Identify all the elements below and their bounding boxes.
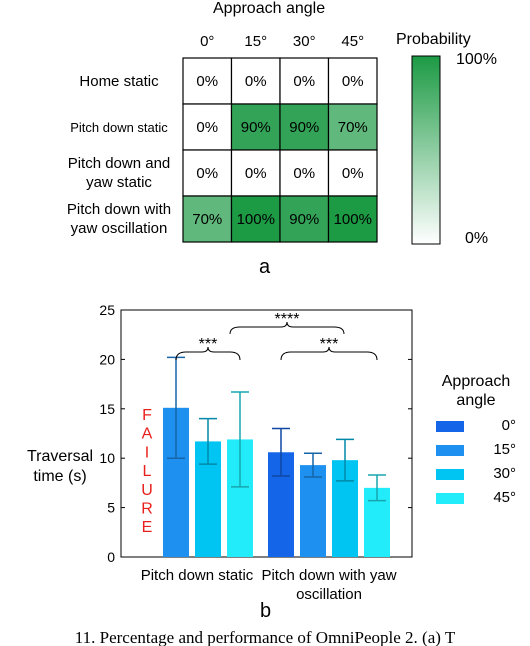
heatmap-row-label: Pitch down and yaw static	[67, 155, 171, 191]
y-axis-label: time (s)	[33, 468, 86, 485]
heatmap-cell-label: 70%	[338, 119, 368, 136]
heatmap-col-label: 15°	[244, 33, 268, 50]
failure-label-letter: A	[142, 426, 153, 443]
heatmap-cell	[327, 149, 378, 197]
y-tick-label: 0	[107, 549, 115, 565]
heatmap-cell-label: 90%	[241, 119, 271, 136]
y-tick-label: 25	[99, 302, 115, 318]
heatmap-cell	[230, 57, 281, 105]
x-category-label: Pitch down static	[141, 567, 254, 584]
heatmap-cell-label: 0%	[342, 165, 364, 182]
heatmap-cell	[230, 103, 281, 151]
legend-label: 15°	[493, 441, 516, 458]
heatmap-column-header: Approach angle	[213, 0, 326, 17]
y-tick-label: 20	[99, 351, 115, 367]
legend-label: 0°	[501, 417, 516, 434]
heatmap-cell-label: 100%	[334, 211, 372, 228]
colorbar-max-label: 100%	[456, 51, 497, 68]
heatmap-cell-label: 90%	[289, 211, 319, 228]
heatmap-cell	[182, 195, 233, 243]
x-category-label: oscillation	[296, 586, 362, 603]
heatmap-cell	[279, 57, 330, 105]
failure-label-letter: E	[142, 519, 153, 536]
y-axis-label: Traversal	[27, 448, 93, 465]
figure-caption: 11. Percentage and performance of OmniPe…	[74, 630, 456, 646]
heatmap-cell	[279, 149, 330, 197]
legend-label: 30°	[493, 465, 516, 482]
panel-label-a: a	[259, 256, 271, 278]
panel-label-b: b	[260, 600, 272, 622]
legend-label: 45°	[493, 489, 516, 506]
heatmap-row-label: Pitch down static	[70, 119, 168, 135]
significance-bracket	[175, 346, 241, 361]
heatmap-cell-label: 90%	[289, 119, 319, 136]
failure-label-letter: U	[141, 482, 153, 499]
heatmap-cell	[279, 103, 330, 151]
heatmap-col-label: 30°	[292, 33, 316, 50]
bar	[300, 465, 326, 557]
heatmap-cell-label: 0%	[245, 73, 267, 90]
heatmap-cell	[327, 195, 378, 243]
failure-label-letter: F	[142, 407, 152, 424]
heatmap-row-label: Pitch down with yaw oscillation	[66, 201, 172, 237]
failure-label-letter: I	[145, 444, 149, 461]
significance-bracket	[280, 346, 378, 361]
significance-label: ***	[199, 336, 218, 353]
heatmap-cell	[327, 57, 378, 105]
legend-swatch	[436, 469, 464, 480]
heatmap-cell-label: 0%	[342, 73, 364, 90]
heatmap-cell	[230, 195, 281, 243]
plot-area	[120, 309, 413, 558]
heatmap-cell-label: 70%	[192, 211, 222, 228]
heatmap-cell	[182, 149, 233, 197]
heatmap-cell-label: 0%	[245, 165, 267, 182]
significance-label: ***	[320, 336, 339, 353]
colorbar-min-label: 0%	[465, 230, 489, 247]
legend-title: Approach angle	[441, 373, 511, 409]
x-category-label: Pitch down with yaw	[261, 567, 396, 584]
heatmap-cell-label: 100%	[237, 211, 275, 228]
legend-swatch	[436, 421, 464, 432]
heatmap-cell-label: 0%	[293, 165, 315, 182]
significance-bracket	[229, 321, 345, 335]
legend-swatch	[436, 493, 464, 504]
failure-label-letter: R	[141, 501, 153, 518]
heatmap-cell	[230, 149, 281, 197]
failure-label-letter: L	[143, 463, 152, 480]
colorbar-title: Probability	[396, 31, 471, 48]
legend-swatch	[436, 445, 464, 456]
heatmap-cell	[279, 195, 330, 243]
heatmap-cell-label: 0%	[196, 73, 218, 90]
heatmap-cell-label: 0%	[196, 119, 218, 136]
y-tick-label: 15	[99, 401, 115, 417]
colorbar	[411, 55, 441, 245]
heatmap-cell-label: 0%	[196, 165, 218, 182]
heatmap-row-label: Home static	[79, 72, 159, 90]
heatmap-cell	[327, 103, 378, 151]
y-tick-label: 10	[99, 450, 115, 466]
y-tick-label: 5	[107, 500, 115, 516]
significance-label: ****	[275, 311, 300, 328]
heatmap-cell-label: 0%	[293, 73, 315, 90]
heatmap-col-label: 0°	[200, 33, 215, 50]
heatmap-col-label: 45°	[341, 33, 365, 50]
